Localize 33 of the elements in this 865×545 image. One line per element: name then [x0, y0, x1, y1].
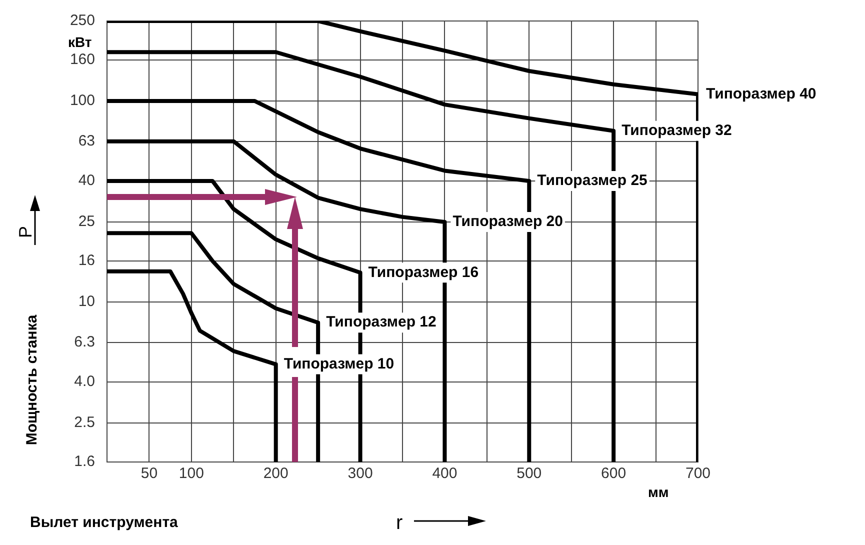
- y-tick-label: 4.0: [74, 373, 95, 390]
- y-tick-label: 100: [70, 92, 95, 110]
- series-label: Типоразмер 16: [368, 264, 479, 281]
- series-label: Типоразмер 20: [452, 213, 563, 230]
- series-label: Типоразмер 32: [622, 122, 732, 140]
- y-tick-label: 160: [70, 51, 95, 68]
- y-tick-label: 1.6: [74, 453, 95, 470]
- x-tick-label: 300: [348, 465, 373, 482]
- y-tick-label: 63: [78, 132, 95, 150]
- x-tick-label: 200: [263, 465, 288, 482]
- y-tick-label: 16: [78, 252, 95, 270]
- y-tick-label: 250: [70, 12, 95, 30]
- text: r: [396, 512, 403, 535]
- x-tick-label: 600: [601, 465, 626, 482]
- text: кВт: [68, 34, 92, 50]
- y-tick-label: 6.3: [74, 333, 95, 350]
- text: мм: [648, 484, 669, 500]
- y-axis-title: Мощность станка: [24, 314, 40, 446]
- x-tick-label: 100: [178, 465, 204, 482]
- y-tick-label: 2.5: [74, 414, 95, 432]
- y-tick-label: 10: [78, 293, 95, 310]
- x-tick-label: 700: [685, 465, 711, 482]
- x-axis-title: Вылет инструмента: [30, 514, 178, 531]
- series-label: Типоразмер 10: [284, 355, 394, 372]
- series-label: Типоразмер 12: [326, 314, 436, 331]
- text: P: [16, 226, 36, 238]
- x-tick-label: 50: [140, 465, 158, 482]
- y-tick-label: 40: [78, 172, 95, 190]
- x-tick-label: 500: [516, 465, 542, 482]
- series-label: Типоразмер 25: [537, 172, 648, 190]
- x-tick-label: 400: [432, 465, 458, 482]
- series-label: Типоразмер 40: [706, 85, 816, 102]
- y-tick-label: 25: [78, 213, 95, 230]
